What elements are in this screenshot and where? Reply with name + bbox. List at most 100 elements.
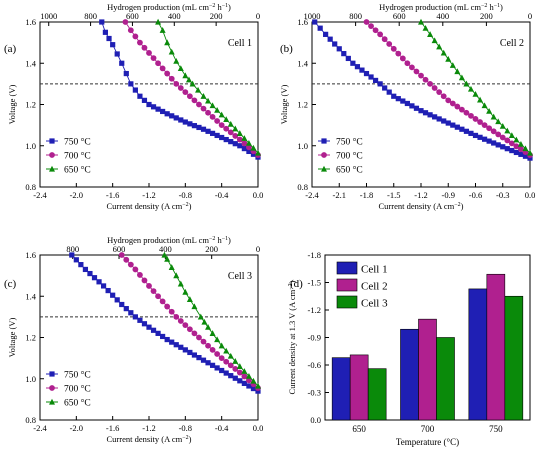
data-point — [150, 55, 157, 61]
data-point — [159, 65, 166, 72]
data-point — [155, 18, 162, 25]
data-point — [372, 27, 379, 34]
data-point — [409, 103, 415, 109]
data-point — [323, 31, 329, 37]
top-axis-label-part: Hydrogen production (mL cm — [107, 235, 209, 245]
data-point — [245, 139, 252, 146]
y-axis-label: Voltage (V) — [7, 84, 17, 124]
data-point — [445, 55, 452, 62]
data-point — [182, 72, 189, 79]
data-point — [132, 87, 138, 93]
data-point — [141, 97, 148, 103]
data-point — [218, 355, 225, 362]
top-tick-label: 800 — [66, 244, 79, 254]
y-tick-label: 0.8 — [25, 415, 36, 425]
data-point — [468, 112, 474, 119]
data-point — [73, 257, 79, 263]
x-tick-label: -1.2 — [142, 423, 155, 433]
data-point — [159, 298, 166, 305]
y-axis-label-part: Current density at 1.3 V (A cm — [287, 289, 297, 394]
data-point — [513, 143, 520, 150]
data-point — [186, 93, 193, 100]
data-point — [164, 303, 171, 310]
data-point — [386, 41, 393, 47]
top-axis-label-part: −1 — [494, 3, 500, 9]
top-tick-label: 200 — [205, 244, 218, 254]
data-point — [422, 24, 429, 31]
legend-marker — [49, 138, 55, 144]
data-point — [227, 362, 234, 369]
data-point — [160, 333, 166, 340]
data-point — [195, 86, 202, 93]
legend-swatch — [336, 261, 358, 275]
data-point — [418, 18, 424, 25]
data-point — [168, 308, 175, 315]
series-650C — [418, 18, 533, 156]
data-point — [350, 60, 356, 66]
data-point — [472, 132, 479, 139]
data-point — [214, 118, 221, 124]
legend-label: 700 °C — [64, 384, 91, 395]
data-point — [168, 48, 175, 55]
data-point — [110, 292, 116, 298]
data-point — [96, 279, 102, 285]
x-tick-label: 650 — [352, 424, 366, 434]
top-axis-label: Hydrogen production (mL cm−2 h−1) — [107, 235, 231, 245]
data-point — [173, 57, 180, 64]
data-point — [155, 106, 161, 112]
data-point — [404, 60, 411, 67]
data-point — [223, 358, 230, 365]
data-point — [191, 330, 198, 337]
x-tick-label: -0.8 — [179, 190, 192, 200]
data-point — [377, 31, 384, 38]
y-axis-label-part: ) — [287, 280, 297, 283]
data-point — [522, 153, 529, 159]
data-point — [105, 287, 111, 294]
y-tick-label: -0.6 — [308, 360, 321, 370]
data-point — [246, 148, 252, 155]
x-axis-label: Current density (A cm−2) — [379, 201, 464, 211]
top-tick-label: 1000 — [304, 11, 321, 21]
data-point — [445, 97, 452, 104]
data-point — [123, 306, 129, 312]
data-point — [232, 358, 239, 364]
data-point — [137, 317, 143, 323]
x-tick-label: 0.0 — [525, 190, 536, 200]
x-tick-label: -2.4 — [305, 190, 319, 200]
data-point — [168, 75, 175, 82]
data-point — [173, 342, 179, 348]
x-axis-label-part: −2 — [182, 202, 188, 208]
legend: 750 °C 700 °C 650 °C — [46, 137, 91, 176]
data-point — [400, 98, 406, 104]
top-tick-label: 400 — [168, 11, 181, 21]
legend-label: 700 °C — [64, 151, 91, 162]
data-point — [141, 277, 148, 284]
data-point — [449, 62, 456, 68]
data-point — [458, 74, 465, 81]
top-tick-label: 400 — [436, 11, 449, 21]
data-point — [110, 42, 116, 48]
top-axis-label: Hydrogen production (mL cm−2 h−1) — [107, 2, 231, 12]
top-axis-label-part: ) — [500, 2, 503, 12]
data-point — [91, 275, 98, 281]
data-point — [386, 89, 392, 95]
data-point — [150, 104, 157, 110]
data-point — [182, 322, 189, 329]
legend-marker — [49, 385, 55, 391]
top-tick-label: 800 — [349, 11, 362, 21]
data-point — [227, 129, 234, 136]
data-point — [246, 377, 252, 384]
data-point — [161, 251, 168, 258]
data-point — [381, 36, 388, 43]
data-point — [146, 283, 152, 289]
data-point — [197, 313, 204, 320]
data-point — [223, 370, 229, 376]
data-point — [440, 93, 447, 100]
y-tick-label: 1.6 — [25, 250, 36, 260]
bar — [331, 357, 351, 421]
top-axis-label-part: −1 — [222, 3, 228, 9]
data-point — [509, 147, 515, 154]
data-point — [345, 55, 351, 62]
y-tick-label: 1.6 — [297, 17, 308, 27]
